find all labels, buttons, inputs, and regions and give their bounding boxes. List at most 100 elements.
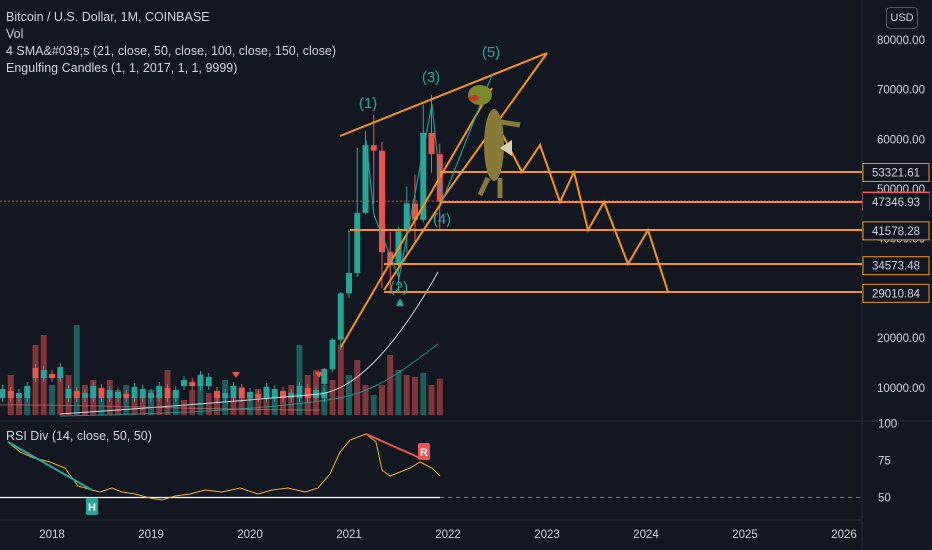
time-axis-tick: 2023 bbox=[534, 529, 560, 541]
rsi-bear-badge: R bbox=[418, 443, 430, 460]
historical-candle bbox=[222, 393, 229, 398]
candle-body bbox=[321, 368, 328, 384]
historical-candle bbox=[247, 392, 253, 398]
historical-candle bbox=[139, 389, 146, 398]
engulfing-marker bbox=[315, 372, 323, 378]
time-axis-tick: 2026 bbox=[831, 529, 857, 541]
price-tag: 47346.93 bbox=[863, 193, 929, 212]
price-tag-box bbox=[862, 283, 930, 303]
candle-body bbox=[329, 339, 336, 369]
volume-bar bbox=[362, 385, 369, 415]
volume-bar bbox=[412, 377, 418, 415]
historical-candle bbox=[98, 388, 105, 398]
volume-bar bbox=[296, 345, 303, 415]
wedge-lower-line bbox=[340, 87, 493, 348]
rsi-indicator-label[interactable]: RSI Div (14, close, 50, 50) bbox=[6, 429, 152, 443]
volume-bar bbox=[205, 393, 212, 415]
rsi-badge-box bbox=[86, 498, 98, 515]
volume-bar bbox=[370, 395, 377, 415]
candle-body bbox=[362, 145, 369, 213]
frog-leg bbox=[477, 176, 491, 197]
frog-arm bbox=[487, 117, 521, 128]
historical-candle bbox=[172, 390, 179, 398]
price-tag-box bbox=[862, 162, 930, 182]
frog-head bbox=[468, 85, 492, 105]
sma-line bbox=[59, 343, 439, 417]
rsi-line bbox=[7, 433, 441, 501]
volume-bar bbox=[214, 395, 220, 415]
historical-candle bbox=[181, 380, 187, 386]
historical-candle bbox=[7, 391, 14, 398]
price-axis-tick: 20000.00 bbox=[877, 333, 925, 345]
rsi-axis-tick: 75 bbox=[878, 456, 891, 468]
wedge-base-line bbox=[383, 201, 443, 291]
wave-label: (4) bbox=[433, 211, 451, 228]
volume-bar bbox=[98, 395, 105, 415]
wave-label: (5) bbox=[482, 44, 500, 61]
historical-candle bbox=[90, 386, 97, 398]
price-tag-label: 41578.28 bbox=[872, 226, 920, 238]
historical-candle bbox=[189, 382, 196, 386]
sma-indicator-label[interactable]: 4 SMA&#039;s (21, close, 50, close, 100,… bbox=[6, 44, 337, 58]
historical-candle bbox=[197, 375, 204, 386]
currency-button[interactable]: USD bbox=[886, 7, 918, 29]
symbol-title[interactable]: Bitcoin / U.S. Dollar, 1M, COINBASE bbox=[6, 10, 210, 24]
candle-body bbox=[420, 132, 427, 220]
time-axis-tick: 2020 bbox=[237, 529, 263, 541]
frog-mouth bbox=[469, 95, 479, 101]
engulfing-indicator-label[interactable]: Engulfing Candles (1, 1, 2017, 1, 1, 999… bbox=[6, 61, 238, 75]
volume-bar bbox=[346, 375, 352, 415]
wave-label: (1) bbox=[359, 95, 377, 112]
price-tag: 29010.84 bbox=[862, 283, 930, 303]
historical-candle bbox=[57, 367, 64, 378]
historical-candle bbox=[123, 394, 130, 398]
volume-bar bbox=[403, 375, 410, 415]
rsi-axis-tick: 100 bbox=[878, 419, 897, 431]
wave-label: (3) bbox=[422, 69, 440, 86]
historical-candle bbox=[148, 393, 154, 398]
volume-bar bbox=[387, 355, 394, 415]
rsi-badge-label: R bbox=[420, 447, 428, 459]
rsi-divergence-bull bbox=[7, 441, 93, 491]
historical-candle bbox=[263, 387, 270, 398]
engulfing-marker bbox=[396, 298, 404, 306]
elliott-wave-path bbox=[365, 74, 493, 281]
volume-bar bbox=[354, 360, 361, 415]
volume-bar bbox=[337, 345, 344, 415]
historical-candle bbox=[271, 389, 278, 398]
volume-bar bbox=[172, 390, 179, 415]
volume-bar bbox=[24, 390, 31, 415]
volume-bar bbox=[189, 390, 196, 415]
volume-bar bbox=[428, 385, 435, 415]
historical-candle bbox=[230, 386, 237, 398]
price-tag: 34573.48 bbox=[862, 256, 930, 276]
volume-bar bbox=[436, 379, 443, 415]
historical-candle bbox=[32, 368, 39, 378]
historical-candle bbox=[82, 393, 88, 398]
historical-candle bbox=[156, 386, 163, 398]
historical-candle bbox=[238, 388, 245, 398]
frog-illustration bbox=[468, 85, 521, 198]
volume-bar bbox=[115, 390, 121, 415]
rsi-badge-label: H bbox=[88, 502, 96, 514]
historical-candle bbox=[214, 391, 220, 398]
volume-bar bbox=[73, 325, 80, 415]
volume-bar bbox=[247, 393, 253, 415]
candle-body bbox=[403, 203, 410, 232]
historical-candle bbox=[164, 388, 171, 398]
candle-body bbox=[379, 150, 385, 253]
historical-candle bbox=[304, 388, 311, 398]
historical-candle bbox=[131, 387, 138, 398]
time-axis-tick: 2022 bbox=[435, 529, 461, 541]
price-tag-label: 53321.61 bbox=[872, 167, 920, 179]
volume-bar bbox=[230, 390, 237, 415]
historical-candle bbox=[49, 374, 55, 378]
candle-body bbox=[370, 145, 377, 151]
volume-bar bbox=[139, 397, 146, 415]
price-tag-box bbox=[862, 221, 930, 241]
price-tag-label: 34573.48 bbox=[872, 261, 920, 273]
volume-indicator-label[interactable]: Vol bbox=[6, 27, 24, 41]
candle-body bbox=[354, 212, 361, 274]
